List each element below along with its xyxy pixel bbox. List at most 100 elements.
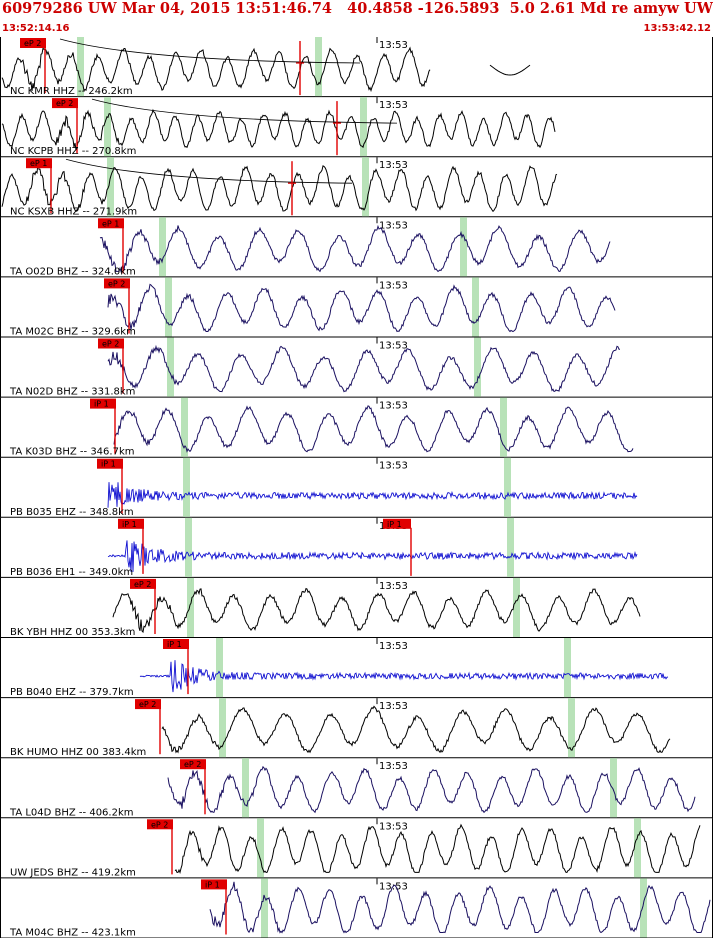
pick-window-band [257, 818, 264, 878]
minute-label: 13:53 [379, 701, 408, 712]
waveform-trace [107, 540, 638, 572]
pick-window-band [360, 97, 367, 157]
pick-flag[interactable] [90, 398, 116, 409]
pick-flag[interactable] [135, 699, 161, 710]
pick-flag[interactable] [97, 458, 123, 469]
trace-row[interactable]: 13:53 eP 2 TA N02D BHZ -- 331.8km [0, 337, 713, 398]
station-label: NC KCPB HHZ -- 270.8km [10, 146, 136, 157]
pick-window-band [472, 277, 479, 337]
station-label: TA M04C BHZ -- 423.1km [9, 928, 136, 938]
waveform-trace [1, 163, 558, 213]
trace-row[interactable]: 13:53 iP 1 PB B035 EHZ -- 348.8km [0, 457, 713, 518]
pick-flag-label: eP 2 [108, 279, 125, 288]
pick-flag-label: eP 2 [139, 700, 156, 709]
trace-row[interactable]: 13:53 iP 1 TA M04C BHZ -- 423.1km [0, 878, 713, 938]
waveform-trace [167, 765, 696, 814]
trace-row[interactable]: 13:53 iP 1 PB B040 EHZ -- 379.7km [0, 638, 713, 699]
pick-window-band [165, 277, 172, 337]
waveform-trace [107, 344, 620, 393]
minute-label: 13:53 [379, 761, 408, 772]
waveform-trace [112, 587, 641, 634]
trace-row[interactable]: 13:53 eP 2 UW JEDS BHZ -- 419.2km [0, 818, 713, 879]
pick-window-band [315, 37, 322, 97]
waveform-trace [113, 405, 634, 453]
minute-label: 13:53 [379, 821, 408, 832]
minute-label: 13:53 [379, 461, 408, 472]
pick-flag[interactable] [26, 158, 52, 169]
waveform-trace [1, 108, 556, 151]
minute-label: 13:53 [379, 641, 408, 652]
pick-window-band [500, 397, 507, 457]
trace-row[interactable]: 13:53 eP 2 BK HUMO HHZ 00 383.4km [0, 698, 713, 759]
pick-flag[interactable] [163, 639, 189, 649]
pick-window-band [610, 758, 617, 818]
station-label: TA O02D BHZ -- 324.0km [9, 266, 136, 277]
pick-window-band [261, 878, 268, 938]
pick-flag[interactable] [130, 578, 156, 589]
travel-time-curve [59, 38, 361, 64]
pick-window-band [219, 698, 226, 758]
waveform-trace [209, 881, 711, 934]
pick-flag[interactable] [180, 759, 206, 770]
station-label: NC KSXB HHZ -- 271.9km [10, 206, 137, 217]
minute-label: 13:53 [379, 280, 408, 291]
station-label: NC KMR HHZ -- 246.2km [10, 86, 133, 97]
station-label: TA K03D BHZ -- 346.7km [9, 447, 134, 458]
trace-row[interactable]: 13:53 eP 1 TA O02D BHZ -- 324.0km [0, 217, 713, 278]
minute-label: 13:53 [379, 401, 408, 412]
pick-flag[interactable] [147, 819, 173, 830]
trace-row[interactable]: 13:53 iP 1 TA K03D BHZ -- 346.7km [0, 397, 713, 458]
pick-flag-label: eP 2 [184, 760, 201, 769]
trace-row[interactable]: 13:53 eP 2 NC KMR HHZ -- 246.2km [0, 37, 713, 98]
pick-flag-label: eP 2 [102, 340, 119, 349]
waveform-trace [107, 482, 638, 508]
pick-flag[interactable] [98, 338, 124, 349]
pick-flag-label: iP 1 [94, 400, 109, 409]
pick-window-band [159, 217, 166, 277]
pick-window-band [568, 698, 575, 758]
pick-window-band [187, 577, 194, 637]
station-label: TA L04D BHZ -- 406.2km [9, 807, 134, 818]
pick-flag[interactable] [20, 38, 46, 48]
trace-row[interactable]: 13:53 eP 2 TA L04D BHZ -- 406.2km [0, 758, 713, 819]
trace-row[interactable]: 13:53 eP 2 NC KCPB HHZ -- 270.8km [0, 97, 713, 158]
pick-flag-label: eP 2 [151, 820, 168, 829]
pick-window-band [507, 517, 514, 577]
minute-label: 13:53 [379, 581, 408, 592]
minute-label: 13:53 [379, 40, 408, 51]
pick-window-band [181, 397, 188, 457]
pick-flag-label: iP 1 [167, 640, 182, 649]
pick-window-band [242, 758, 249, 818]
pick-window-band [77, 37, 84, 97]
minute-label: 13:53 [379, 160, 408, 171]
pick-window-band [362, 157, 369, 217]
waveform-trace [161, 705, 671, 754]
pick-window-band [634, 818, 641, 878]
waveform-trace [1, 46, 531, 93]
pick-window-band [104, 97, 111, 157]
pick-flag-label: iP 1 [205, 880, 220, 889]
pick-flag[interactable] [201, 879, 227, 890]
pick-window-band [513, 577, 520, 637]
travel-time-curve [65, 158, 353, 184]
pick-window-band [183, 457, 190, 517]
minute-label: 13:53 [379, 100, 408, 111]
seismogram-panel[interactable]: 13:53 eP 2 NC KMR HHZ -- 246.2km 13:53 eP 2 N… [0, 37, 713, 938]
pick-flag[interactable] [104, 278, 130, 289]
pick-window-band [185, 517, 192, 577]
pick-window-band [460, 217, 467, 277]
waveform-trace [107, 283, 616, 333]
pick-window-band [216, 638, 223, 698]
trace-row[interactable]: 13:53 eP 1 NC KSXB HHZ -- 271.9km [0, 157, 713, 218]
pick-flag[interactable] [118, 518, 144, 529]
station-label: TA M02C BHZ -- 329.6km [9, 327, 136, 338]
pick-flag[interactable] [52, 98, 78, 109]
pick-window-band [474, 337, 481, 397]
minute-label: 13:53 [379, 341, 408, 352]
trace-row[interactable]: 13:53 eP 2 BK YBH HHZ 00 353.3km [0, 577, 713, 639]
secondary-pick-flag[interactable] [383, 518, 411, 529]
trace-row[interactable]: 13:53 eP 2 TA M02C BHZ -- 329.6km [0, 277, 713, 338]
pick-flag[interactable] [98, 218, 124, 229]
station-label: BK YBH HHZ 00 353.3km [10, 627, 135, 638]
